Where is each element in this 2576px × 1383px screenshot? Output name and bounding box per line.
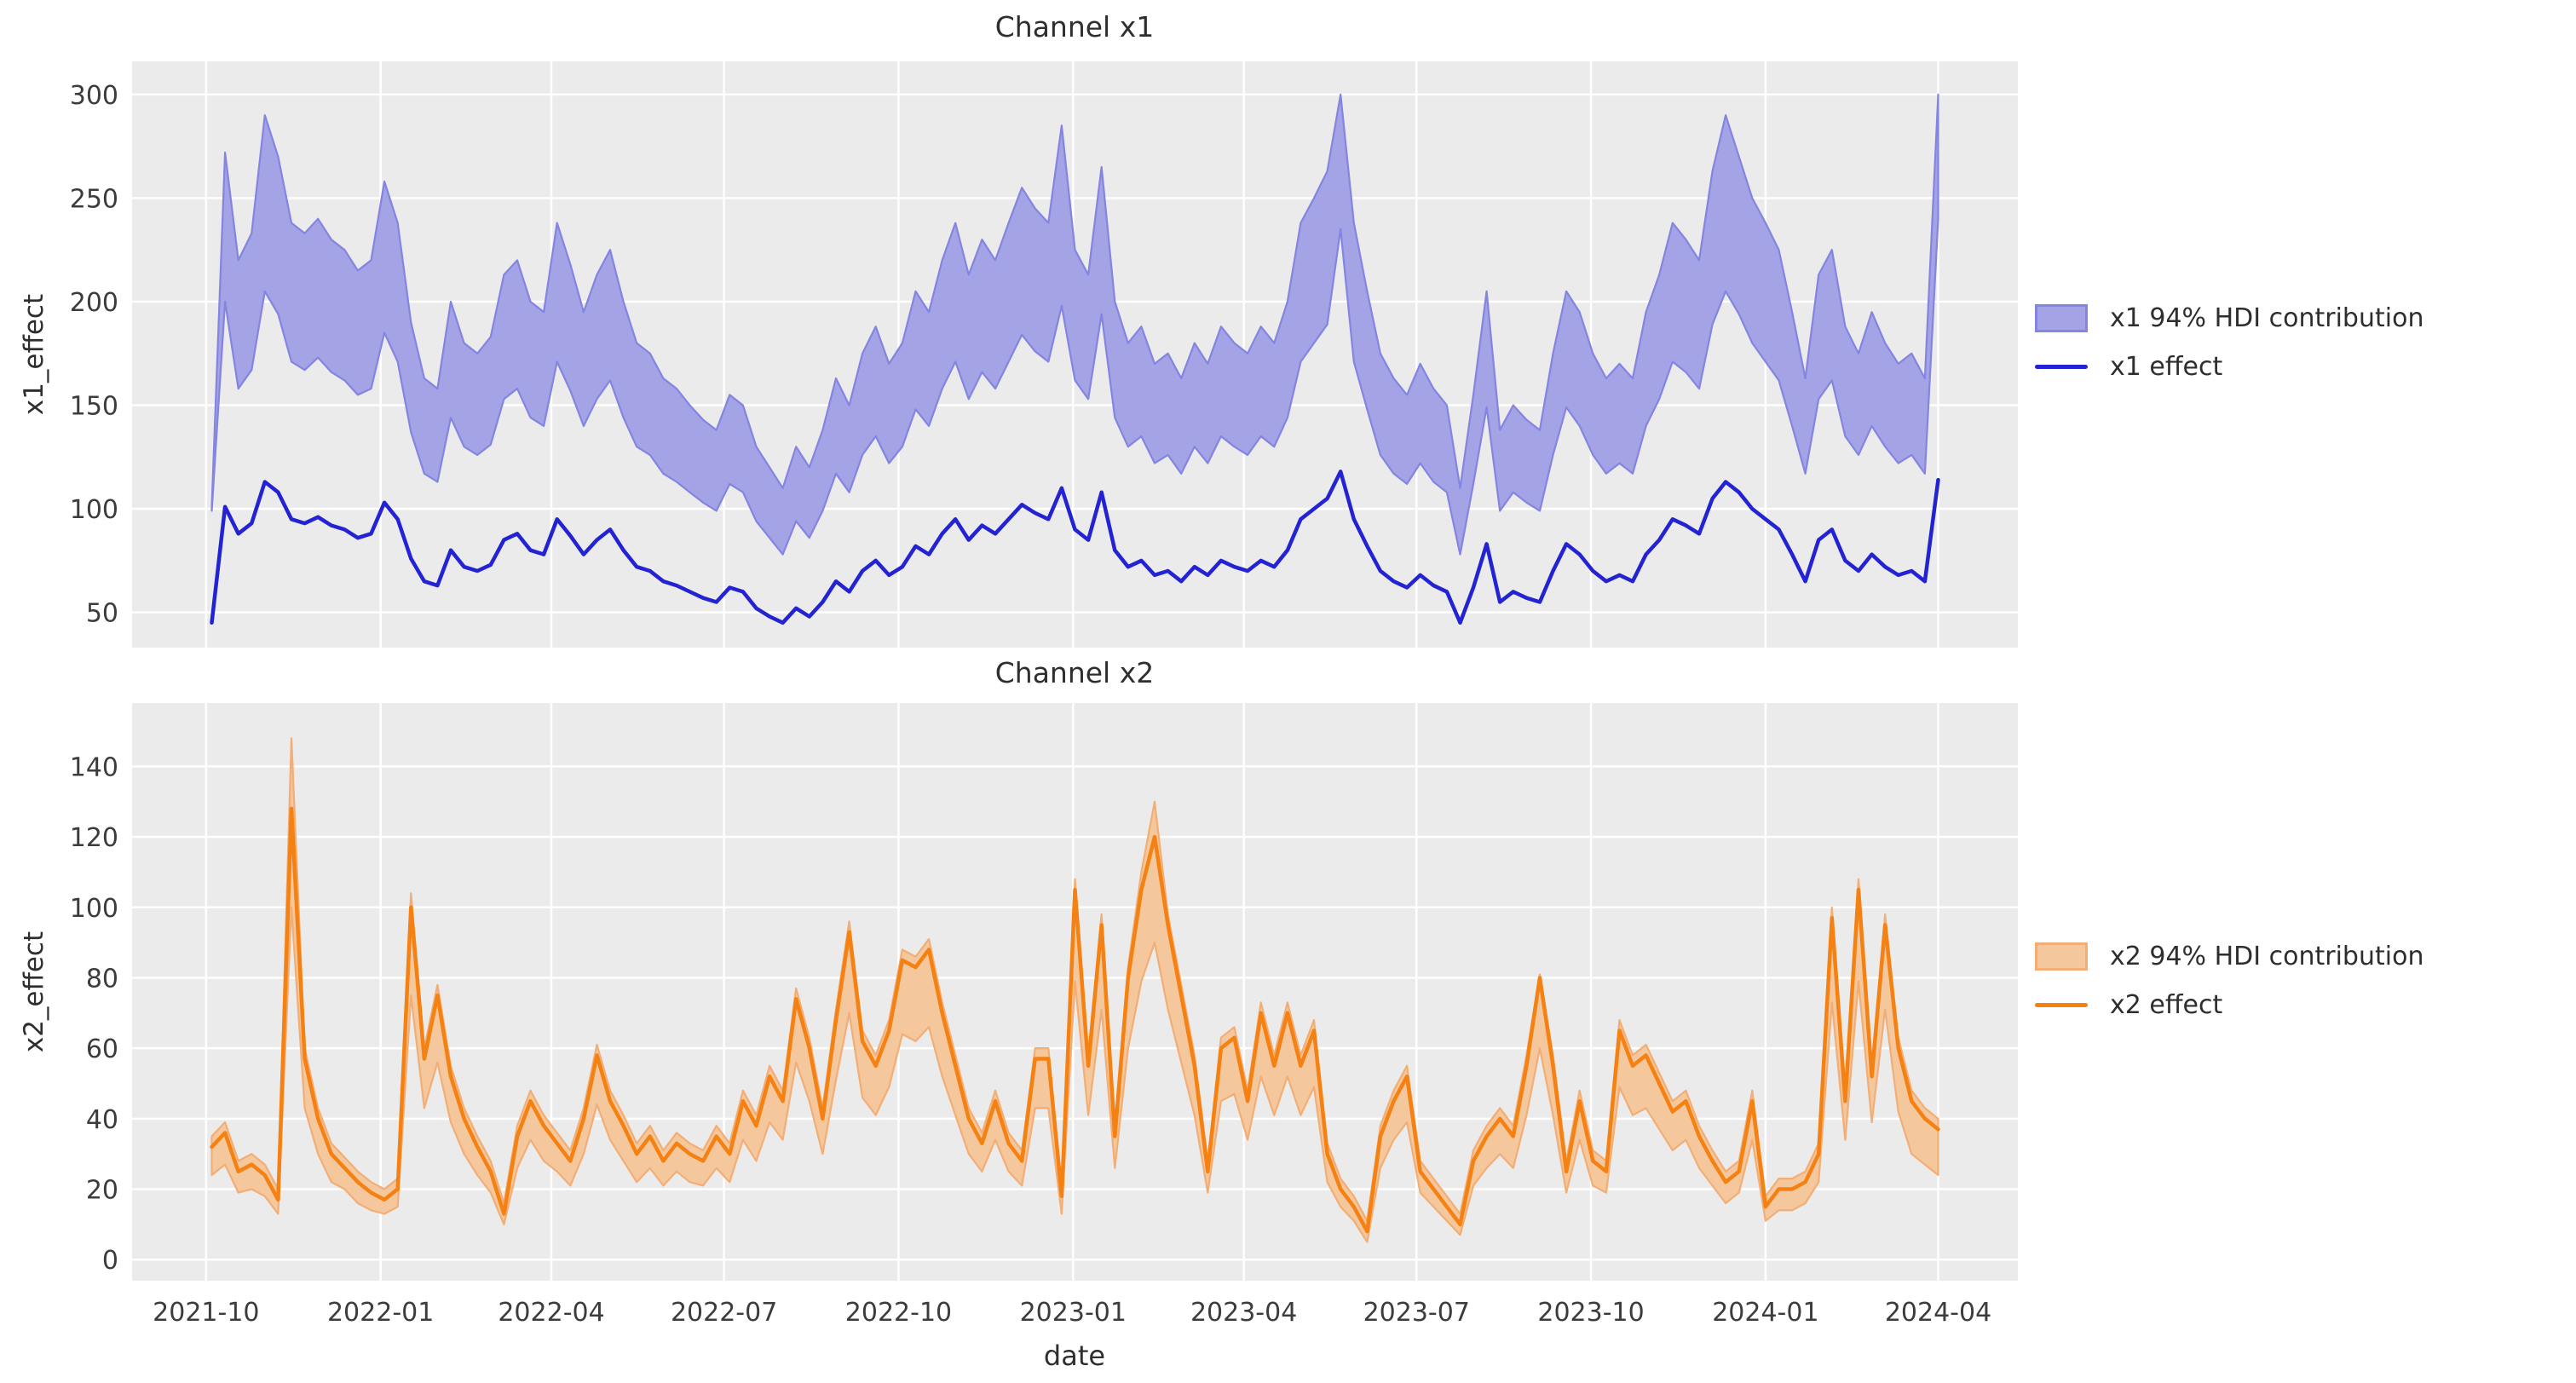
- y-tick-label: 120: [70, 823, 118, 853]
- legend-row-x2-band: x2 94% HDI contribution: [2035, 942, 2423, 971]
- y-tick-label: 80: [86, 964, 118, 994]
- legend-row-x2-line: x2 effect: [2035, 989, 2423, 1020]
- x-tick-label: 2024-04: [1885, 1298, 1991, 1328]
- y-tick-label: 20: [86, 1176, 118, 1206]
- legend-label-x2-band: x2 94% HDI contribution: [2110, 941, 2424, 971]
- y-tick-label: 40: [86, 1105, 118, 1135]
- legend-row-x1-band: x1 94% HDI contribution: [2035, 303, 2424, 333]
- legend-label-x2-line: x2 effect: [2110, 989, 2223, 1020]
- x-tick-label: 2022-01: [327, 1298, 434, 1328]
- x1-band-swatch-icon: [2035, 303, 2088, 332]
- x-tick-label: 2023-10: [1537, 1298, 1644, 1328]
- x-tick-label: 2022-04: [498, 1298, 604, 1328]
- y-tick-label: 200: [70, 288, 118, 318]
- x-tick-label: 2022-10: [845, 1298, 952, 1328]
- x-tick-label: 2024-01: [1712, 1298, 1818, 1328]
- y-tick-label: 50: [86, 599, 118, 629]
- x-axis-label: date: [1043, 1340, 1106, 1372]
- y-tick-label: 150: [70, 392, 118, 422]
- legend-x2: x2 94% HDI contribution x2 effect: [2035, 942, 2423, 1020]
- y-axis-label-x1: x1_effect: [19, 293, 49, 416]
- x-tick-label: 2022-07: [671, 1298, 777, 1328]
- legend-label-x1-band: x1 94% HDI contribution: [2110, 303, 2424, 333]
- x1_effect-effect-line: [210, 470, 1940, 625]
- x2-band-swatch-icon: [2035, 942, 2088, 971]
- chart-title-x2: Channel x2: [994, 656, 1155, 689]
- legend-x1: x1 94% HDI contribution x1 effect: [2035, 303, 2424, 382]
- y-tick-label: 100: [70, 495, 118, 525]
- x2-line-swatch-icon: [2035, 1002, 2088, 1007]
- y-tick-label: 0: [102, 1246, 118, 1276]
- y-tick-label: 100: [70, 894, 118, 924]
- x-tick-label: 2021-10: [153, 1298, 259, 1328]
- y-tick-label: 60: [86, 1034, 118, 1064]
- chart-area-x1_effect: 50 100 150 200 250 300: [70, 61, 2018, 648]
- x1_effect-hdi-band: [210, 93, 1939, 556]
- y-tick-label: 140: [70, 752, 118, 782]
- x-tick-label: 2023-07: [1363, 1298, 1470, 1328]
- y-tick-label: 300: [70, 81, 118, 111]
- legend-row-x1-line: x1 effect: [2035, 351, 2423, 382]
- chart-area-x2_effect: 0 20 40 60 80 100 120 140 2021-10 2022-01 2022-04 2…: [70, 703, 2018, 1328]
- legend-label-x1-line: x1 effect: [2110, 351, 2223, 382]
- x-tick-label: 2023-04: [1190, 1298, 1297, 1328]
- chart-title-x1: Channel x1: [994, 10, 1155, 43]
- x-tick-label: 2023-01: [1020, 1298, 1127, 1328]
- y-tick-label: 250: [70, 184, 118, 214]
- y-axis-label-x2: x2_effect: [19, 931, 49, 1053]
- x2_effect-effect-line: [210, 806, 1940, 1234]
- x1-line-swatch-icon: [2035, 364, 2088, 369]
